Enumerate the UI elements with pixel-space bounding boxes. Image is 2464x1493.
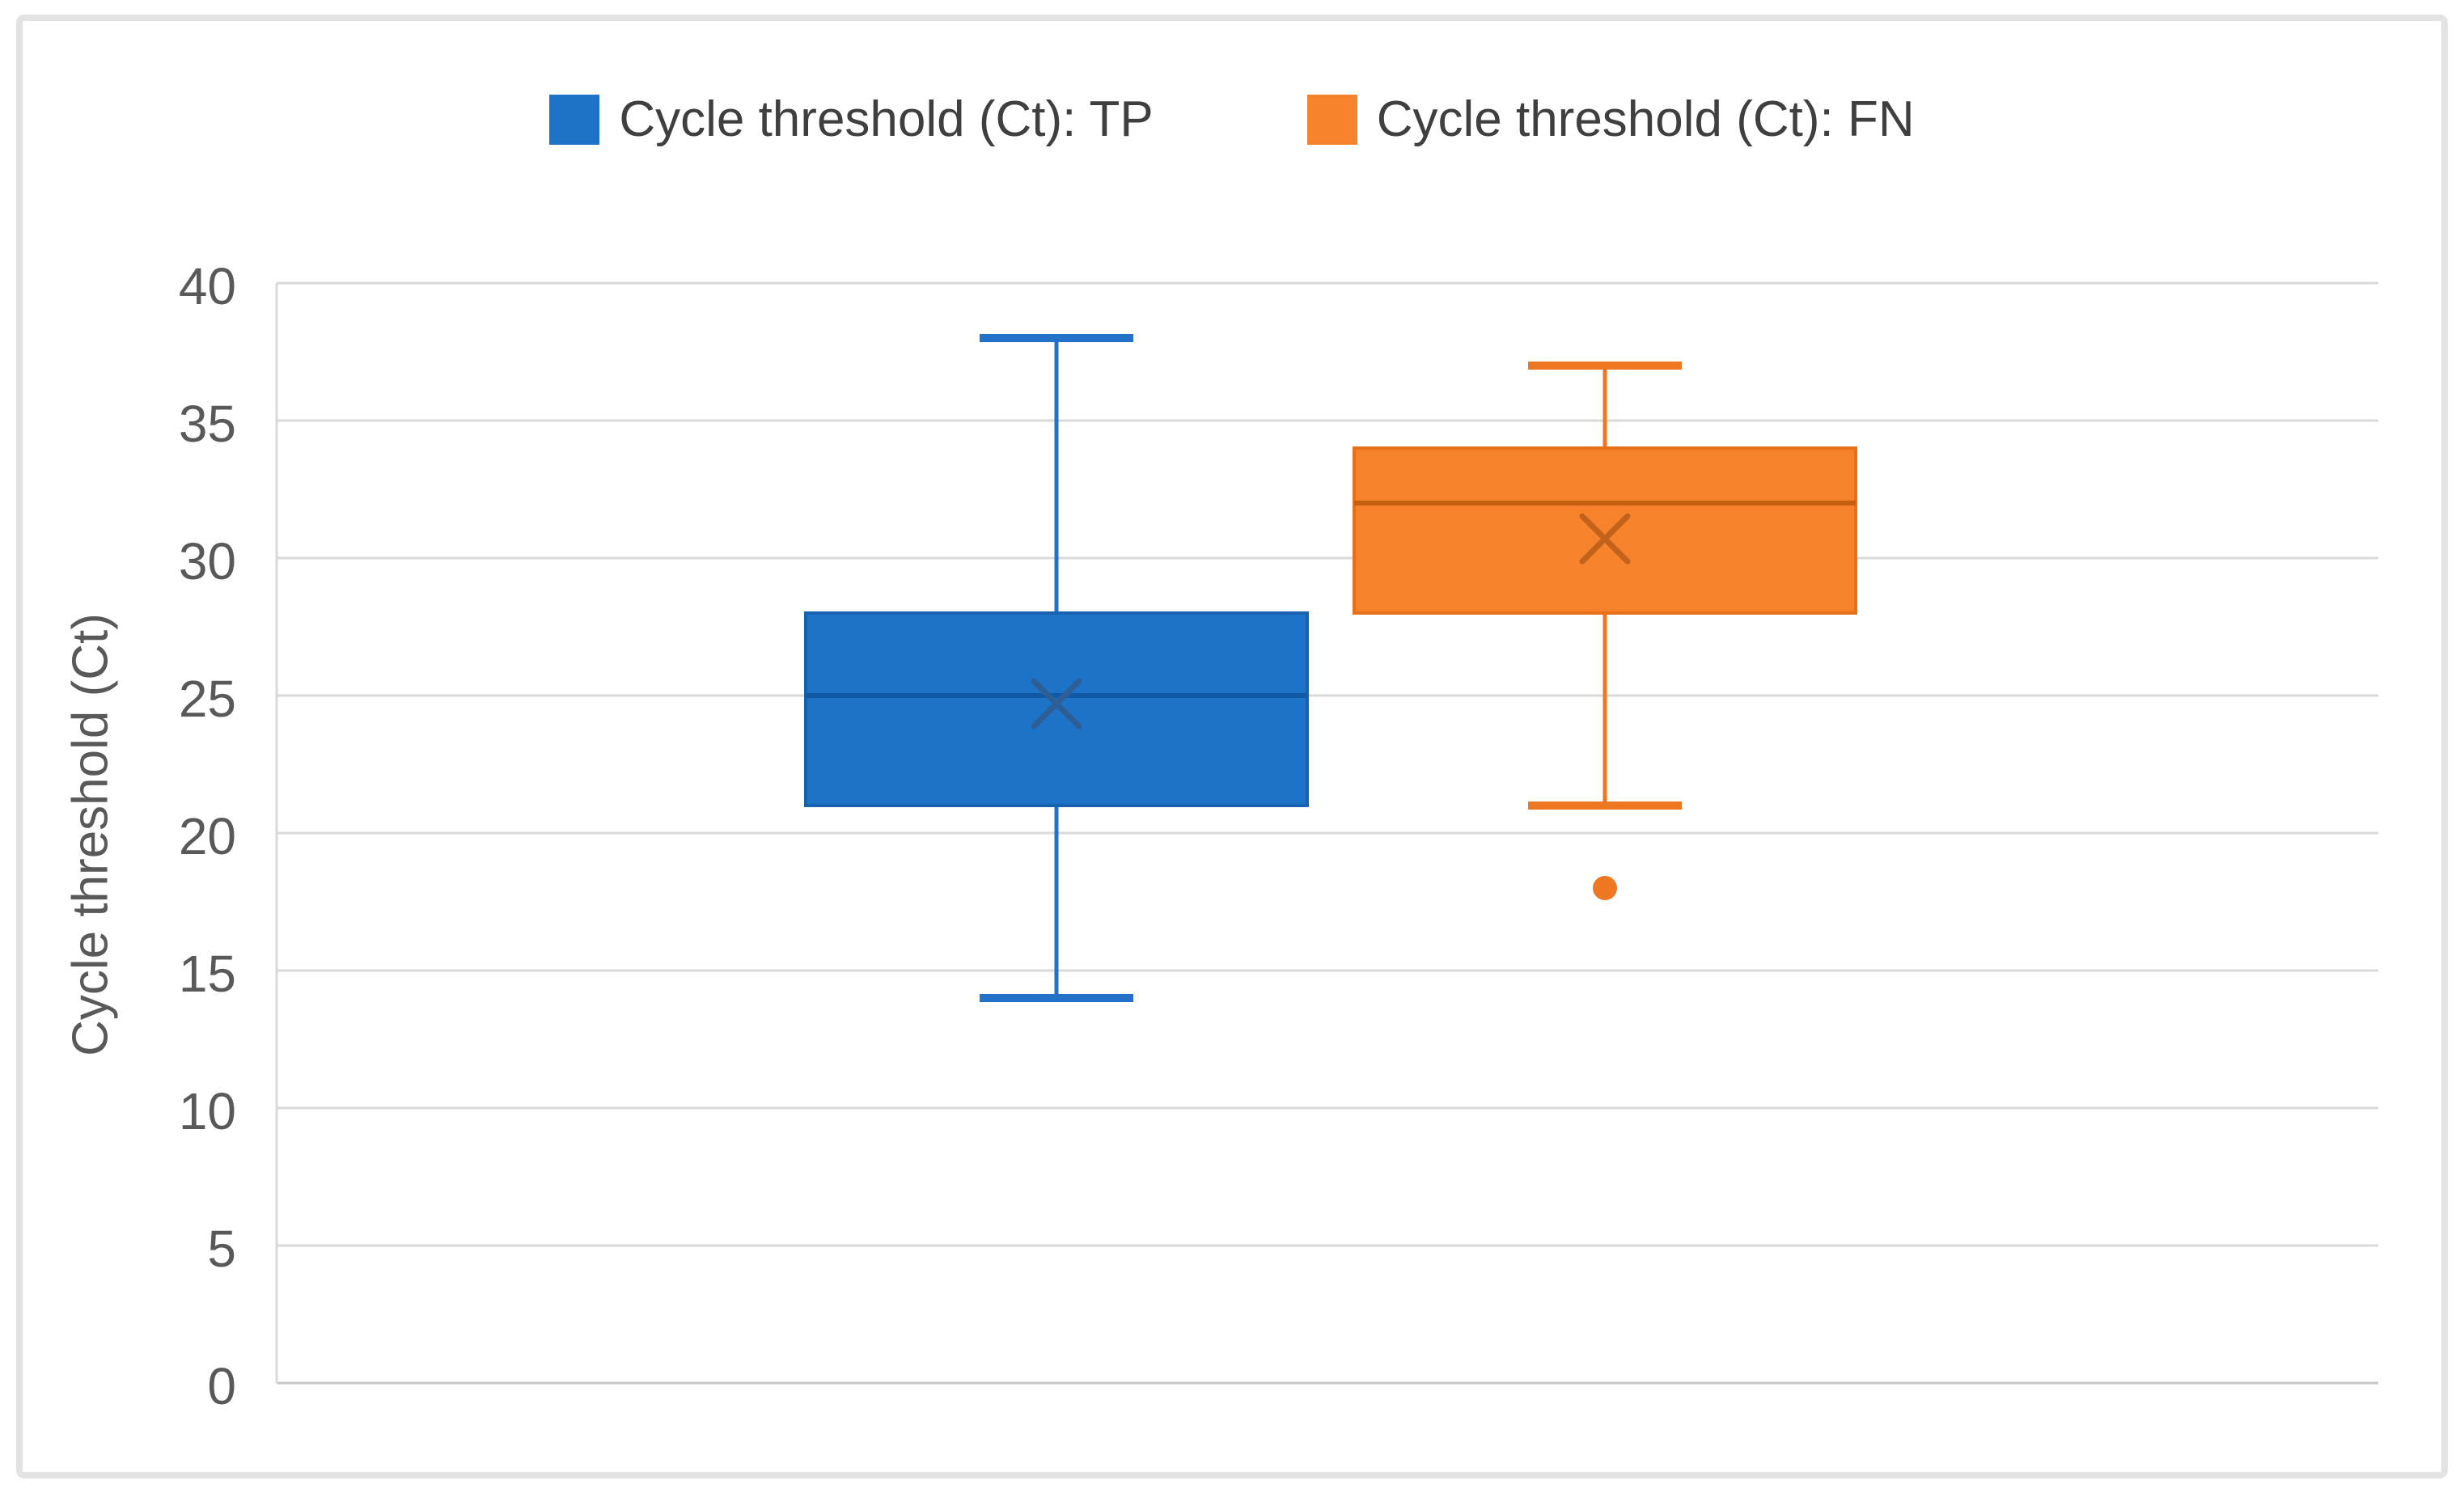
box <box>1353 446 1857 615</box>
outlier-point <box>1593 876 1617 900</box>
y-tick-label: 15 <box>179 945 236 1003</box>
legend: Cycle threshold (Ct): TP Cycle threshold… <box>0 91 2464 148</box>
y-tick-label: 35 <box>179 395 236 453</box>
box <box>804 611 1309 807</box>
y-tick-label: 5 <box>207 1220 236 1278</box>
y-tick-label: 30 <box>179 532 236 590</box>
legend-label-fn: Cycle threshold (Ct): FN <box>1376 91 1915 147</box>
legend-item-tp: Cycle threshold (Ct): TP <box>549 91 1154 148</box>
legend-label-tp: Cycle threshold (Ct): TP <box>619 91 1154 147</box>
legend-item-fn: Cycle threshold (Ct): FN <box>1306 91 1915 148</box>
legend-swatch-fn-icon <box>1306 94 1357 145</box>
mean-marker-icon <box>1031 678 1082 730</box>
y-tick-label: 40 <box>179 257 236 315</box>
y-tick-label: 10 <box>179 1082 236 1140</box>
legend-swatch-tp-icon <box>549 94 600 145</box>
y-tick-label: 20 <box>179 807 236 865</box>
mean-marker-icon <box>1579 513 1631 565</box>
y-tick-label: 0 <box>207 1357 236 1415</box>
y-tick-label: 25 <box>179 670 236 728</box>
